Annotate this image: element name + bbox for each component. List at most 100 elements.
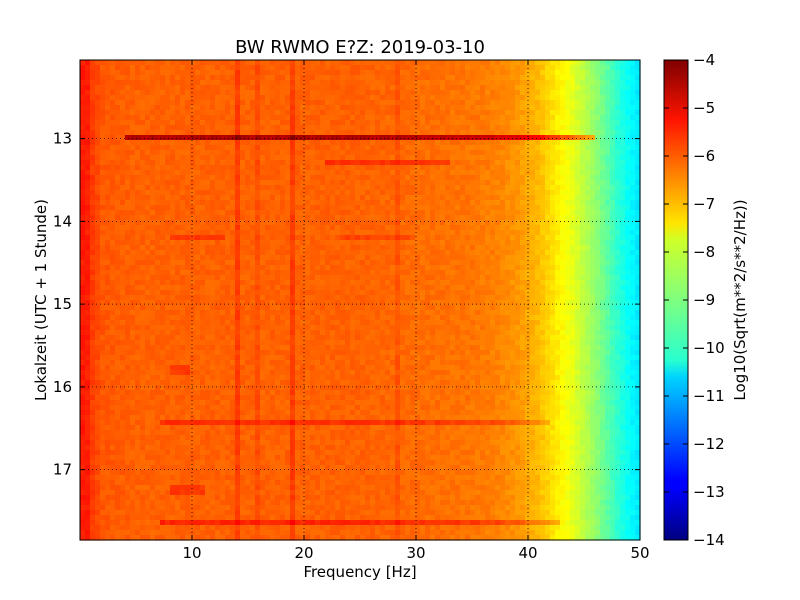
heatmap-cell xyxy=(265,70,271,76)
heatmap-cell xyxy=(410,270,416,276)
heatmap-cell xyxy=(590,260,596,266)
heatmap-cell xyxy=(470,275,476,281)
heatmap-cell xyxy=(300,190,306,196)
heatmap-cell xyxy=(150,260,156,266)
heatmap-cell xyxy=(485,135,491,141)
heatmap-cell xyxy=(590,230,596,236)
heatmap-cell xyxy=(605,245,611,251)
heatmap-cell xyxy=(190,100,196,106)
heatmap-cell xyxy=(630,205,636,211)
heatmap-cell xyxy=(405,190,411,196)
heatmap-cell xyxy=(315,260,321,266)
heatmap-cell xyxy=(230,230,236,236)
heatmap-cell xyxy=(600,70,606,76)
heatmap-cell xyxy=(240,105,246,111)
heatmap-cell xyxy=(310,195,316,201)
heatmap-cell xyxy=(305,160,311,166)
heatmap-cell xyxy=(390,110,396,116)
heatmap-cell xyxy=(375,100,381,106)
heatmap-cell xyxy=(405,240,411,246)
heatmap-cell xyxy=(105,230,111,236)
heatmap-cell xyxy=(445,175,451,181)
heatmap-cell xyxy=(480,175,486,181)
heatmap-cell xyxy=(410,130,416,136)
heatmap-cell xyxy=(285,220,291,226)
heatmap-cell xyxy=(145,90,151,96)
heatmap-cell xyxy=(305,70,311,76)
heatmap-cell xyxy=(535,110,541,116)
heatmap-cell xyxy=(280,80,286,86)
heatmap-cell xyxy=(420,210,426,216)
heatmap-cell xyxy=(220,275,226,281)
heatmap-cell xyxy=(585,100,591,106)
heatmap-cell xyxy=(380,280,386,286)
heatmap-cell xyxy=(350,60,356,66)
heatmap-cell xyxy=(385,60,391,66)
heatmap-cell xyxy=(160,120,166,126)
heatmap-cell xyxy=(355,85,361,91)
heatmap-cell xyxy=(265,155,271,161)
heatmap-cell xyxy=(140,100,146,106)
heatmap-cell xyxy=(220,160,226,166)
heatmap-cell xyxy=(300,115,306,121)
heatmap-cell xyxy=(365,215,371,221)
heatmap-cell xyxy=(285,255,291,261)
heatmap-cell xyxy=(255,170,261,176)
heatmap-cell xyxy=(290,85,296,91)
heatmap-cell xyxy=(285,280,291,286)
heatmap-cell xyxy=(580,135,586,141)
heatmap-cell xyxy=(600,180,606,186)
heatmap-cell xyxy=(125,150,131,156)
heatmap-cell xyxy=(430,110,436,116)
heatmap-cell xyxy=(515,200,521,206)
heatmap-cell xyxy=(580,110,586,116)
heatmap-cell xyxy=(270,275,276,281)
heatmap-cell xyxy=(450,225,456,231)
heatmap-cell xyxy=(525,240,531,246)
heatmap-cell xyxy=(220,280,226,286)
heatmap-cell xyxy=(175,135,181,141)
heatmap-cell xyxy=(490,125,496,131)
heatmap-cell xyxy=(305,145,311,151)
heatmap-cell xyxy=(450,65,456,71)
heatmap-cell xyxy=(415,110,421,116)
heatmap-cell xyxy=(175,220,181,226)
heatmap-cell xyxy=(310,235,316,241)
heatmap-cell xyxy=(595,100,601,106)
heatmap-cell xyxy=(450,275,456,281)
heatmap-cell xyxy=(460,235,466,241)
heatmap-cell xyxy=(455,135,461,141)
heatmap-cell xyxy=(615,165,621,171)
heatmap-cell xyxy=(505,140,511,146)
heatmap-cell xyxy=(450,110,456,116)
heatmap-cell xyxy=(80,170,86,176)
heatmap-cell xyxy=(310,175,316,181)
heatmap-cell xyxy=(215,140,221,146)
heatmap-cell xyxy=(250,260,256,266)
heatmap-cell xyxy=(175,65,181,71)
heatmap-cell xyxy=(400,210,406,216)
heatmap-cell xyxy=(95,200,101,206)
heatmap-cell xyxy=(550,140,556,146)
heatmap-cell xyxy=(475,90,481,96)
heatmap-cell xyxy=(355,100,361,106)
heatmap-cell xyxy=(525,140,531,146)
heatmap-cell xyxy=(435,270,441,276)
heatmap-cell xyxy=(260,220,266,226)
heatmap-cell xyxy=(575,190,581,196)
heatmap-cell xyxy=(90,265,96,271)
heatmap-cell xyxy=(220,115,226,121)
heatmap-cell xyxy=(385,155,391,161)
heatmap-cell xyxy=(550,185,556,191)
heatmap-cell xyxy=(615,115,621,121)
heatmap-cell xyxy=(210,65,216,71)
heatmap-cell xyxy=(470,65,476,71)
heatmap-cell xyxy=(620,245,626,251)
heatmap-cell xyxy=(580,200,586,206)
heatmap-cell xyxy=(475,70,481,76)
heatmap-cell xyxy=(570,95,576,101)
heatmap-cell xyxy=(255,180,261,186)
heatmap-cell xyxy=(160,85,166,91)
heatmap-cell xyxy=(260,115,266,121)
heatmap-cell xyxy=(235,270,241,276)
